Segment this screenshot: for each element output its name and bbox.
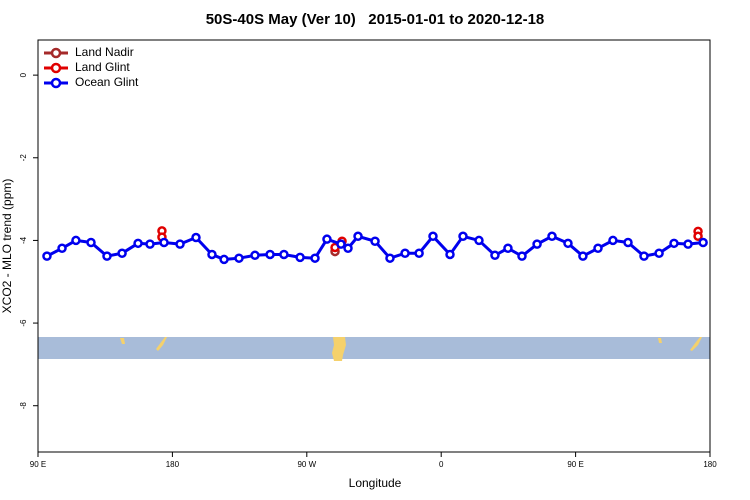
y-tick-label: -8: [19, 402, 28, 410]
data-point: [133, 238, 143, 249]
data-point: [458, 231, 468, 242]
data-point: [322, 234, 332, 244]
data-point: [250, 250, 260, 261]
plot-frame: [37, 39, 711, 453]
y-tick-label: -6: [19, 319, 28, 327]
data-point: [279, 249, 289, 260]
x-tick-label: 90 E: [567, 460, 583, 469]
series-line: [46, 234, 704, 261]
data-point: [414, 248, 424, 258]
data-point: [517, 251, 527, 261]
legend-marker: [50, 77, 62, 89]
data-point: [219, 254, 229, 265]
data-point: [698, 237, 708, 248]
data-point: [400, 248, 410, 258]
legend-label: Land Nadir: [75, 45, 134, 59]
data-point: [639, 251, 649, 261]
data-point: [693, 231, 703, 242]
data-point: [191, 232, 201, 243]
data-point: [563, 238, 573, 249]
data-point: [683, 239, 693, 249]
legend-marker: [50, 47, 62, 59]
data-point: [145, 239, 155, 249]
data-point: [71, 235, 81, 246]
data-point: [86, 237, 96, 248]
legend-label: Land Glint: [75, 60, 130, 74]
data-point: [343, 243, 353, 254]
data-point: [117, 248, 127, 258]
data-point: [474, 235, 484, 246]
data-point: [175, 239, 185, 249]
data-point: [608, 235, 618, 246]
data-point: [234, 253, 244, 263]
x-tick-label: 180: [703, 460, 717, 469]
data-point: [370, 236, 380, 246]
data-point: [532, 239, 542, 249]
data-point: [593, 243, 603, 254]
data-point: [159, 237, 169, 248]
data-point: [336, 239, 346, 249]
data-point: [102, 251, 112, 261]
x-axis-label: Longitude: [349, 476, 402, 490]
data-point: [42, 251, 52, 261]
legend-label: Ocean Glint: [75, 75, 139, 89]
x-tick-label: 90 W: [297, 460, 316, 469]
chart-title: 50S-40S May (Ver 10) 2015-01-01 to 2020-…: [206, 11, 545, 28]
y-axis-label: XCO2 - MLO trend (ppm): [0, 179, 14, 314]
data-point: [57, 243, 67, 254]
y-tick-label: -4: [19, 236, 28, 244]
legend-marker: [50, 62, 62, 74]
ocean-strip: [38, 337, 710, 359]
data-point: [669, 238, 679, 249]
data-point: [207, 249, 217, 260]
x-tick-label: 0: [439, 460, 444, 469]
data-point: [547, 231, 557, 242]
data-point: [490, 250, 500, 261]
data-point: [503, 243, 513, 254]
map-strip: [38, 337, 710, 361]
data-point: [428, 231, 438, 242]
data-point: [310, 253, 320, 263]
y-tick-label: 0: [19, 72, 28, 77]
data-point: [265, 249, 275, 260]
data-point: [623, 237, 633, 248]
x-tick-label: 90 E: [30, 460, 46, 469]
data-point: [353, 231, 363, 242]
x-tick-label: 180: [166, 460, 180, 469]
data-point: [578, 251, 588, 261]
data-point: [445, 249, 455, 260]
y-tick-label: -2: [19, 154, 28, 162]
data-point: [295, 252, 305, 263]
data-point: [654, 248, 664, 258]
data-point: [385, 253, 395, 263]
